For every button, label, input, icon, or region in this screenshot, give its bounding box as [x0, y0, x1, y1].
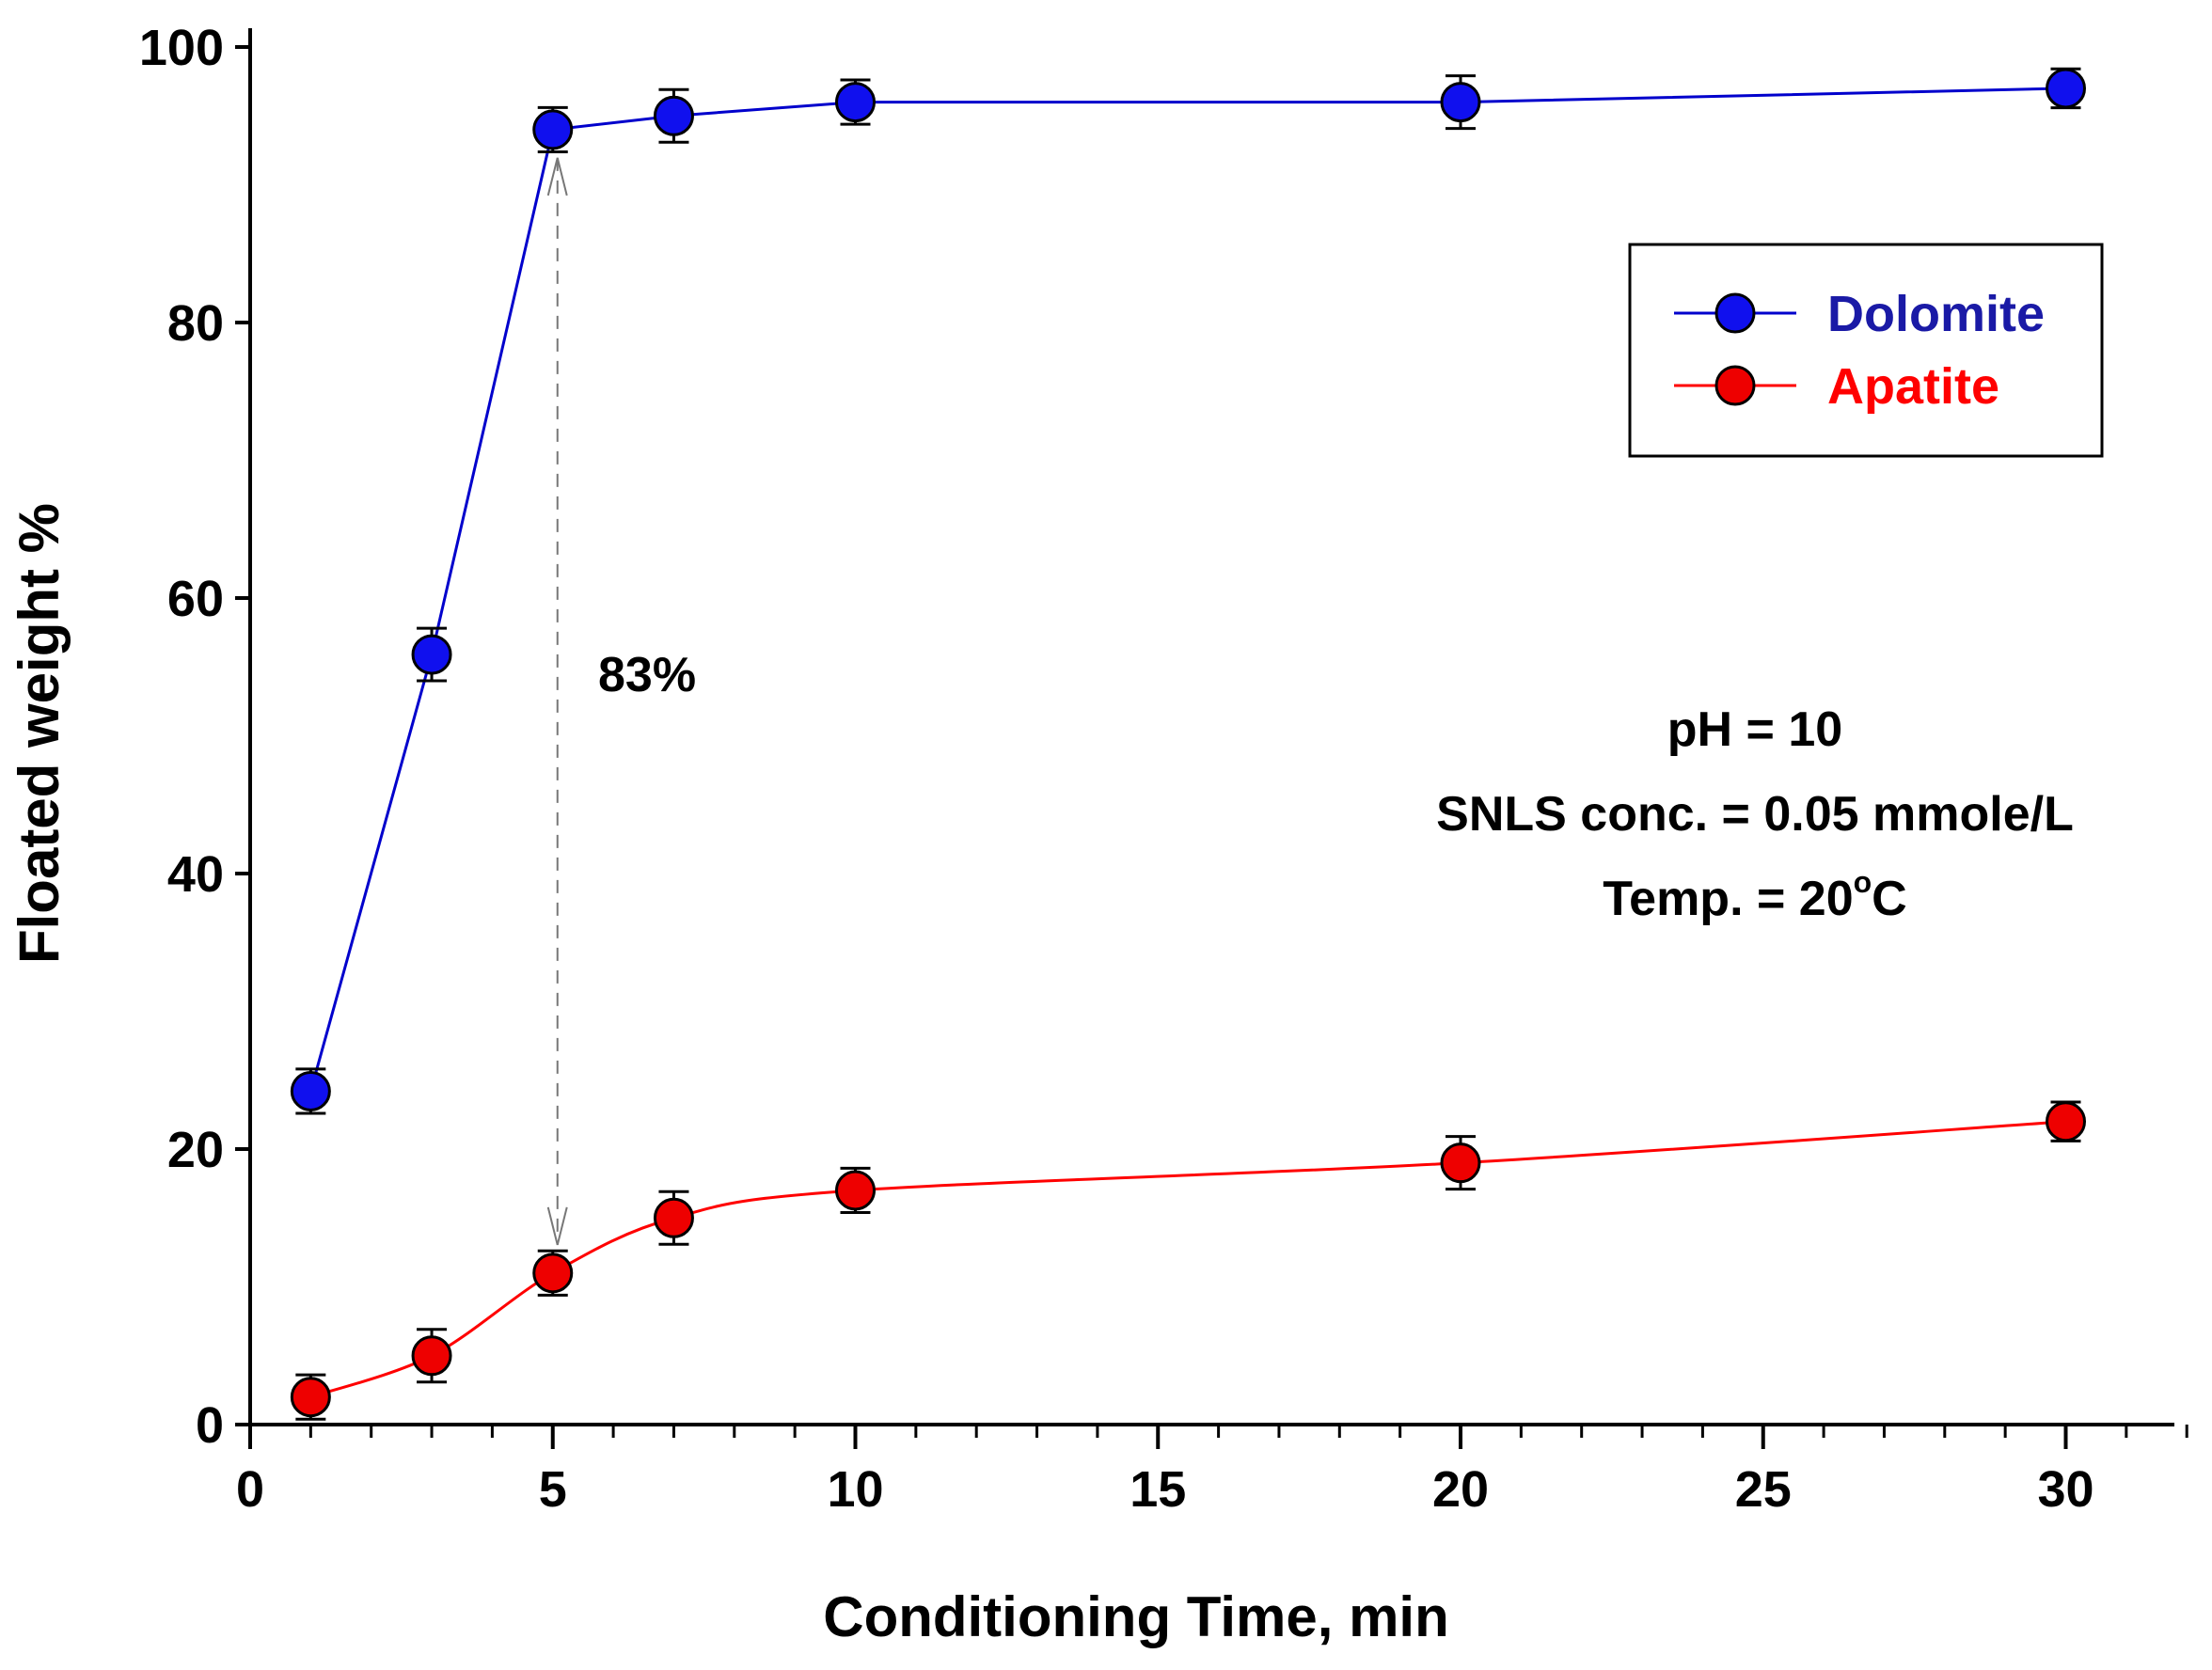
- condition-temp-sup: o: [1854, 865, 1872, 899]
- series-line-dolomite: [308, 87, 2066, 1092]
- x-tick-label-30: 30: [2037, 1461, 2094, 1518]
- x-tick-label-0: 0: [236, 1461, 264, 1518]
- legend-label-dolomite: Dolomite: [1827, 286, 2045, 342]
- point-dolomite-30: [2046, 68, 2086, 109]
- difference-arrow-head-bottom: [546, 1206, 568, 1246]
- legend-box: [1628, 243, 2104, 458]
- y-tick-label-40: 40: [167, 846, 224, 903]
- point-dolomite-5: [532, 109, 574, 150]
- point-apatite-3: [411, 1335, 452, 1377]
- difference-arrow-head-top: [546, 157, 568, 197]
- y-tick-label-0: 0: [196, 1397, 224, 1454]
- condition-temp: Temp. = 20oC: [1603, 865, 1906, 926]
- x-axis-title: Conditioning Time, min: [823, 1585, 1449, 1648]
- point-apatite-10: [835, 1170, 876, 1211]
- point-apatite-20: [1440, 1142, 1481, 1184]
- condition-temp-prefix: Temp. = 20: [1603, 872, 1853, 926]
- point-apatite-30: [2046, 1101, 2086, 1142]
- condition-ph: pH = 10: [1667, 702, 1842, 757]
- y-axis-title: Floated weight %: [8, 503, 71, 964]
- series-line-apatite: [309, 1120, 2066, 1399]
- point-dolomite-20: [1440, 82, 1481, 123]
- x-tick-label-25: 25: [1735, 1461, 1792, 1518]
- condition-snls: SNLS conc. = 0.05 mmole/L: [1436, 787, 2074, 842]
- series-layer: [290, 67, 2086, 1421]
- x-tick-label-10: 10: [827, 1461, 883, 1518]
- point-dolomite-1: [290, 1070, 331, 1111]
- y-tick-label-60: 60: [167, 571, 224, 627]
- legend: Dolomite Apatite: [1628, 243, 2104, 458]
- point-apatite-5: [532, 1252, 574, 1294]
- x-tick-label-20: 20: [1432, 1461, 1489, 1518]
- x-tick-label-5: 5: [539, 1461, 567, 1518]
- legend-marker-apatite: [1714, 365, 1756, 406]
- condition-temp-suffix: C: [1872, 872, 1907, 926]
- point-apatite-1: [290, 1377, 331, 1418]
- legend-label-apatite: Apatite: [1827, 358, 1999, 415]
- y-tick-label-100: 100: [139, 20, 224, 76]
- axes: 0 20 40 60 80 100 0 5 10 15 20 25 30: [139, 20, 2188, 1518]
- y-tick-label-80: 80: [167, 295, 224, 352]
- point-dolomite-3: [411, 634, 452, 675]
- point-dolomite-10: [835, 82, 876, 123]
- point-dolomite-7: [653, 95, 694, 136]
- point-apatite-7: [653, 1197, 694, 1238]
- difference-label: 83%: [598, 648, 696, 702]
- x-tick-label-15: 15: [1130, 1461, 1186, 1518]
- y-tick-label-20: 20: [167, 1122, 224, 1178]
- legend-marker-dolomite: [1714, 292, 1756, 334]
